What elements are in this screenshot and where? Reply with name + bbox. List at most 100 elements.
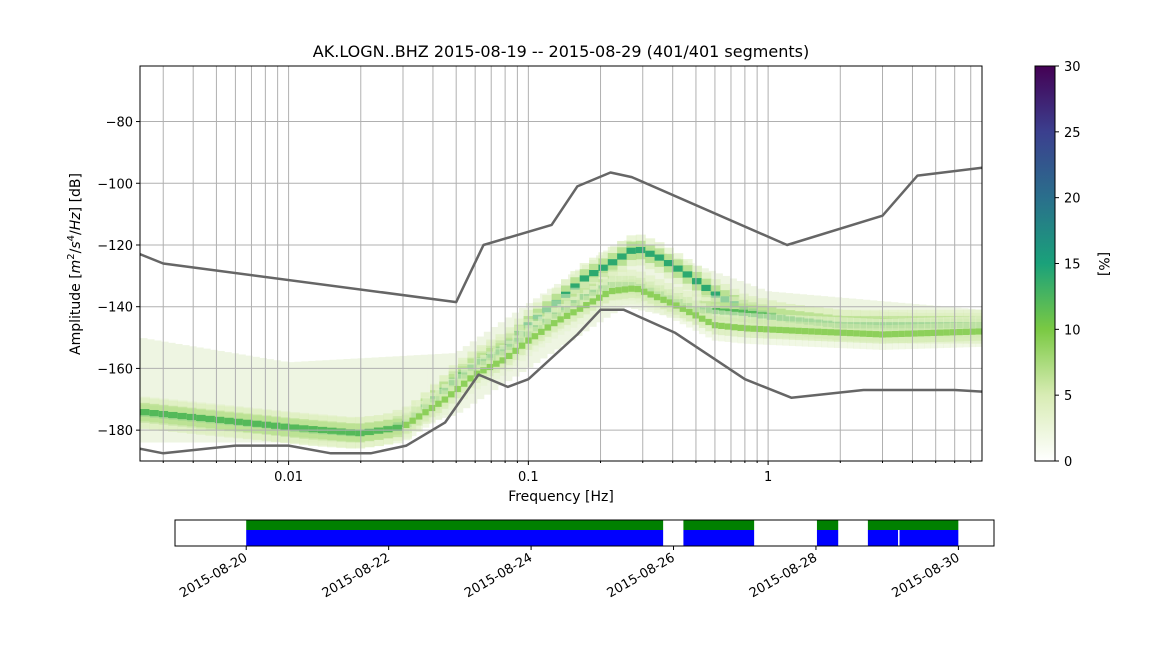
timeline-interval [683, 520, 755, 530]
psd-cell [467, 375, 475, 382]
psd-cell [224, 417, 235, 424]
band-cell [147, 339, 155, 443]
psd-cell [615, 287, 623, 294]
psd-cell [598, 264, 609, 271]
band-cell [357, 358, 366, 443]
psd-cell [891, 330, 899, 338]
y-tick-label: −80 [106, 116, 133, 131]
psd-cell [763, 326, 771, 333]
psd-cell [635, 246, 646, 254]
band-cell [336, 359, 344, 443]
psd-cell [563, 312, 571, 319]
psd-cell [679, 305, 687, 312]
psd-cell [710, 291, 721, 298]
psd-cell [641, 288, 649, 295]
psd-cell [750, 325, 758, 332]
timeline-interval [683, 530, 755, 546]
psd-cell [634, 286, 642, 293]
psd-cell [930, 329, 938, 336]
timeline-tick-label: 2015-08-28 [747, 550, 820, 601]
psd-cell [168, 411, 179, 419]
psd-cell [149, 409, 160, 417]
band-cell [420, 354, 429, 425]
timeline-series-lower [246, 530, 959, 546]
band-cell [371, 357, 380, 439]
psd-cell [570, 283, 581, 290]
psd-cell [917, 330, 925, 337]
psd-cell [589, 298, 597, 305]
psd-cell [454, 385, 462, 393]
psd-cell [943, 329, 951, 336]
psd-cell [428, 404, 436, 412]
band-cell [217, 350, 225, 443]
y-tick-label: −180 [97, 424, 133, 439]
colorbar-gradient [1034, 65, 1056, 462]
timeline-bars [246, 520, 959, 546]
psd-cell [570, 309, 578, 316]
band-cell [378, 357, 387, 437]
psd-cell [801, 328, 809, 335]
band-cell [259, 357, 267, 443]
psd-cell [673, 302, 681, 309]
band-cell [245, 355, 253, 443]
psd-cell [885, 331, 893, 338]
colorbar-tick-label: 10 [1064, 323, 1081, 338]
psd-plot: AK.LOGN..BHZ 2015-08-19 -- 2015-08-29 (4… [66, 42, 983, 505]
timeline-tick-label: 2015-08-30 [889, 550, 962, 601]
band-cell [154, 340, 162, 443]
y-tick-label: −160 [97, 362, 133, 377]
y-tick-label: −140 [97, 301, 133, 316]
psd-cell [460, 380, 468, 387]
chart-title: AK.LOGN..BHZ 2015-08-19 -- 2015-08-29 (4… [313, 42, 809, 61]
psd-cell [345, 429, 356, 436]
psd-cell [969, 328, 977, 335]
x-tick-label: 0.01 [274, 470, 303, 485]
psd-cell [628, 285, 636, 292]
psd-cell [782, 327, 790, 334]
psd-cell [308, 426, 319, 433]
psd-cell [538, 328, 546, 335]
coverage-timeline: 2015-08-20 2015-08-22 2015-08-24 2015-08-26… [174, 519, 995, 601]
band-cell [413, 355, 422, 427]
psd-cell [673, 265, 684, 272]
psd-cell [441, 396, 449, 403]
band-cell [210, 349, 218, 443]
psd-cell [898, 330, 906, 337]
colorbar: 0 5 10 15 20 25 30 [%] [1034, 60, 1111, 470]
band-cell [196, 347, 204, 443]
psd-cell [607, 259, 618, 266]
psd-cell [821, 328, 829, 336]
band-cell [322, 360, 330, 443]
x-axis-label: Frequency [Hz] [508, 489, 614, 505]
psd-cell [392, 424, 403, 431]
y-axis-label-part: m [68, 260, 84, 274]
band-cell [287, 362, 295, 443]
noise-model-lines [140, 166, 982, 455]
psd-cell [936, 329, 944, 336]
psd-cell [743, 325, 751, 332]
psd-cell [583, 302, 591, 309]
colorbar-label: [%] [1095, 252, 1111, 276]
psd-cell [518, 342, 526, 349]
psd-cell [576, 305, 584, 312]
psd-cell [737, 324, 745, 331]
psd-cell [956, 329, 964, 336]
noise-model-low-line [140, 308, 982, 455]
colorbar-tick-label: 5 [1064, 389, 1072, 404]
colorbar-tick-label: 25 [1064, 126, 1081, 141]
psd-cell [261, 421, 272, 428]
psd-cell [289, 424, 300, 431]
psd-cell [402, 421, 411, 429]
colorbar-ticks: 0 5 10 15 20 25 30 [1055, 60, 1081, 470]
colorbar-tick-label: 15 [1064, 258, 1081, 273]
psd-cell [602, 290, 610, 298]
psd-cell [975, 328, 982, 335]
band-cell [203, 348, 211, 443]
y-axis-label-part: / [68, 230, 84, 235]
psd-cell [364, 428, 375, 436]
band-cell [301, 361, 309, 443]
psd-cell [911, 330, 919, 337]
psd-cell [654, 254, 665, 261]
colorbar-tick-label: 30 [1064, 60, 1081, 75]
psd-cell [186, 413, 197, 421]
